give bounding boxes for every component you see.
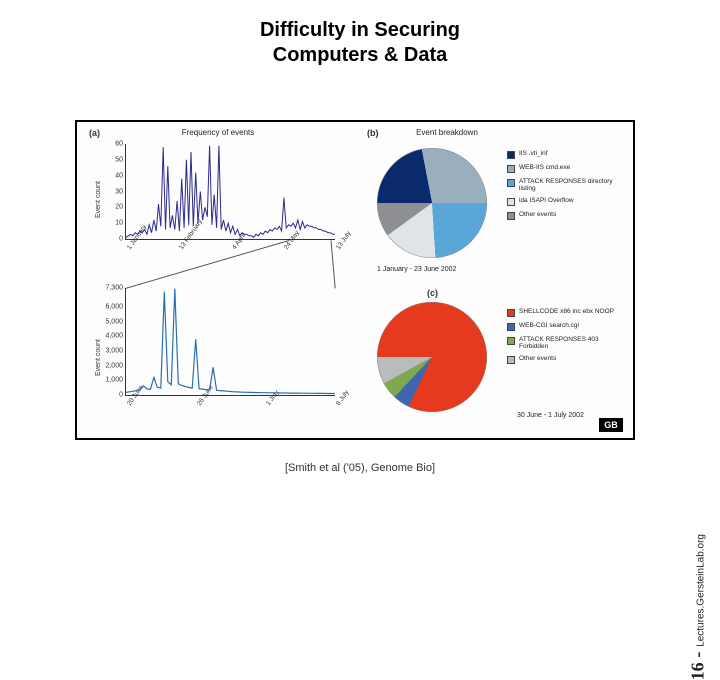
legend-item: WEB-CGI search.cgi	[507, 322, 623, 331]
title-line-1: Difficulty in Securing	[0, 18, 720, 43]
panel-a2-plot: 01,0002,0003,0004,0005,0006,0007,30020 J…	[125, 288, 335, 396]
panel-b-pie	[377, 148, 487, 258]
page-number: 16	[687, 662, 707, 680]
legend-item: WEB-IIS cmd.exe	[507, 164, 623, 173]
legend-item: Other events	[507, 211, 623, 220]
legend-item: ATTACK RESPONSES 403 Forbidden	[507, 336, 623, 350]
legend-label: IIS .vti_inf	[519, 150, 548, 157]
legend-label: WEB-IIS cmd.exe	[519, 164, 570, 171]
legend-item: ida ISAPI Overflow	[507, 197, 623, 206]
panel-c-pie	[377, 302, 487, 412]
panel-b-legend: IIS .vti_inf WEB-IIS cmd.exe ATTACK RESPON…	[507, 150, 623, 225]
legend-item: SHELLCODE x86 inc ebx NOOP	[507, 308, 623, 317]
legend-label: ATTACK RESPONSES directory listing	[519, 178, 623, 192]
panel-a-top: (a) Frequency of events Event count 0102…	[83, 126, 353, 276]
panel-a-plot: 01020304050601 January13 February4 April…	[125, 144, 335, 240]
legend-item: IIS .vti_inf	[507, 150, 623, 159]
legend-swatch	[507, 165, 515, 173]
legend-swatch	[507, 198, 515, 206]
figure-frame: (a) Frequency of events Event count 0102…	[75, 120, 635, 440]
panel-b: (b) Event breakdown IIS .vti_inf WEB-IIS …	[367, 126, 629, 280]
footer-separator: -	[687, 650, 707, 660]
panel-a-bottom: Event count 01,0002,0003,0004,0005,0006,…	[83, 284, 353, 434]
legend-label: WEB-CGI search.cgi	[519, 322, 579, 329]
legend-label: SHELLCODE x86 inc ebx NOOP	[519, 308, 614, 315]
panel-b-label: (b)	[367, 128, 379, 138]
panel-b-daterange: 1 January - 23 June 2002	[377, 266, 456, 273]
legend-item: Other events	[507, 355, 623, 364]
footer-site: Lectures.GersteinLab.org	[695, 534, 706, 647]
legend-swatch	[507, 323, 515, 331]
legend-swatch	[507, 212, 515, 220]
page-title: Difficulty in Securing Computers & Data	[0, 0, 720, 68]
legend-label: ATTACK RESPONSES 403 Forbidden	[519, 336, 623, 350]
panel-c: (c) SHELLCODE x86 inc ebx NOOP WEB-CGI se…	[367, 290, 629, 438]
panel-c-daterange: 30 June - 1 July 2002	[517, 412, 584, 419]
legend-swatch	[507, 337, 515, 345]
genome-biology-logo: GB	[599, 418, 623, 432]
panel-a-title: Frequency of events	[83, 128, 353, 137]
legend-swatch	[507, 179, 515, 187]
side-footer: 16 - Lectures.GersteinLab.org	[687, 534, 708, 680]
title-line-2: Computers & Data	[0, 43, 720, 68]
legend-label: ida ISAPI Overflow	[519, 197, 574, 204]
legend-label: Other events	[519, 355, 556, 362]
panel-a-ylabel: Event count	[95, 181, 102, 218]
legend-item: ATTACK RESPONSES directory listing	[507, 178, 623, 192]
panel-a2-ylabel: Event count	[95, 339, 102, 376]
panel-b-title: Event breakdown	[387, 128, 507, 137]
panel-c-legend: SHELLCODE x86 inc ebx NOOP WEB-CGI search…	[507, 308, 623, 369]
citation-text: [Smith et al ('05), Genome Bio]	[0, 462, 720, 474]
legend-swatch	[507, 309, 515, 317]
legend-swatch	[507, 356, 515, 364]
legend-swatch	[507, 151, 515, 159]
legend-label: Other events	[519, 211, 556, 218]
panel-c-label: (c)	[427, 288, 438, 298]
